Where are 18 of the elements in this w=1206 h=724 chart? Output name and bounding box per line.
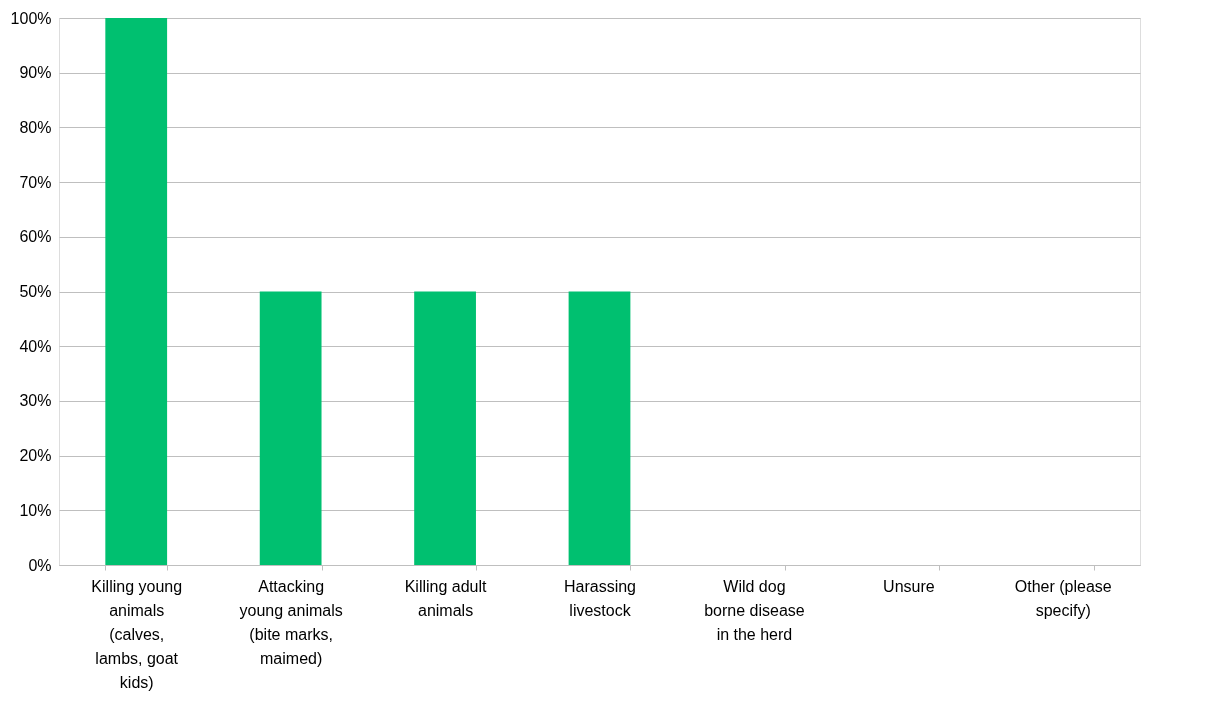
x-tick-label: Killing young animals (calves, lambs, goat kids) [91,577,183,691]
y-tick-label: 70% [19,173,52,191]
y-tick-label: 90% [19,64,52,82]
x-tick-label: Killing adult animals [404,577,488,619]
x-tick-label: Unsure [883,577,935,595]
y-tick-label: 60% [19,228,52,246]
x-tick-label: Attacking young animals (bite marks, maimed) [239,577,343,667]
x-tick-label: Wild dog borne disease in the herd [704,577,805,643]
y-tick-label: 80% [19,118,52,136]
y-tick-label: 40% [19,337,52,355]
y-tick-label: 10% [19,501,52,519]
y-tick-label: 0% [28,556,52,574]
y-tick-label: 30% [19,392,52,410]
x-tick-label: Other (please specify) [1014,577,1112,619]
y-tick-label: 50% [19,283,52,300]
x-tick-label: Harassing livestock [563,577,637,619]
y-tick-label: 100% [10,9,52,27]
y-tick-label: 20% [19,447,52,465]
